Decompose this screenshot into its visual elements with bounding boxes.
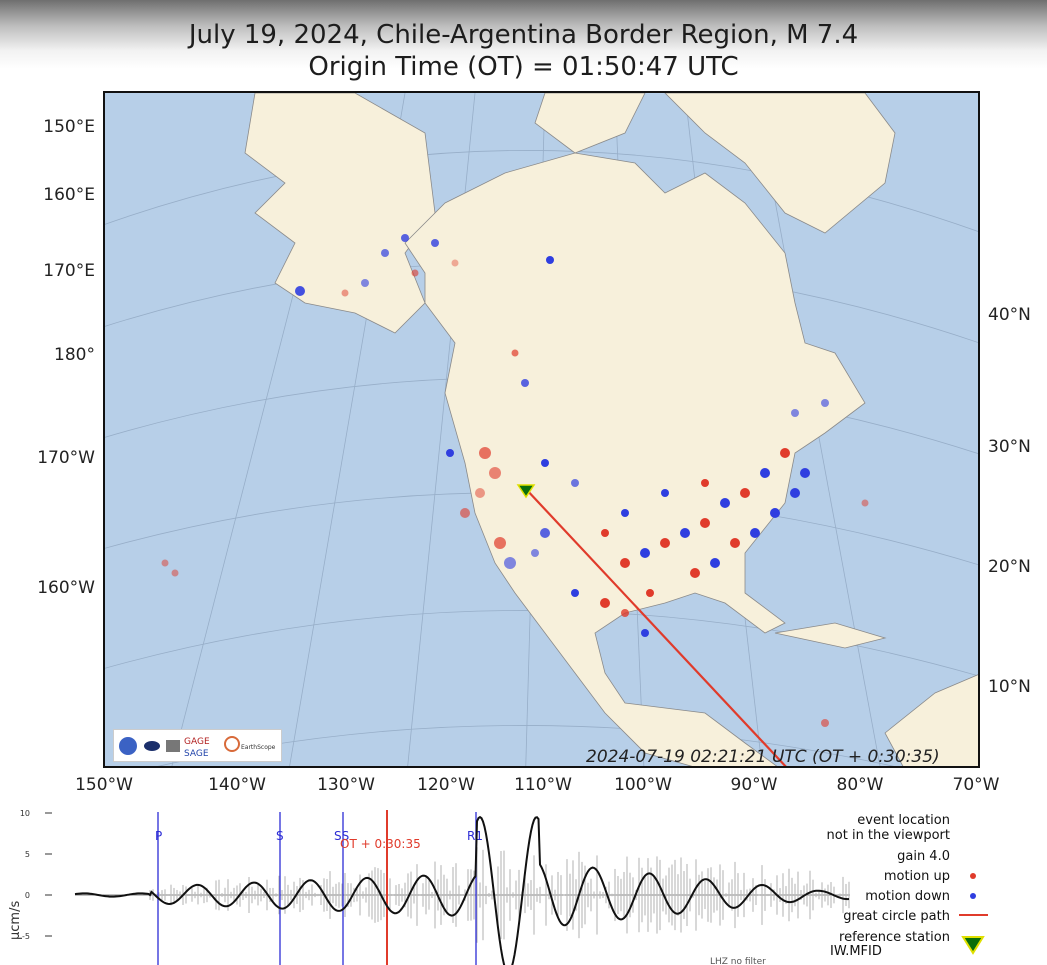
filtered-trace (74, 815, 850, 965)
station-triangle-icon (961, 936, 985, 955)
left-tick-label: 170°W (37, 448, 95, 468)
seismogram: 10 5 0 -5 P S SS R1 OT + 0:30:35 LHZ no … (20, 809, 850, 965)
phase-label: SS (334, 829, 349, 843)
right-tick-label: 10°N (988, 677, 1031, 697)
bottom-tick-label: 70°W (952, 775, 1000, 795)
land-alaska (244, 93, 436, 334)
legend-motion-up: motion up (883, 869, 950, 884)
legend-ref-station: reference station (839, 930, 950, 945)
phase-label: R1 (467, 829, 483, 843)
bottom-tick-label: 140°W (208, 775, 266, 795)
y-tick-label: 5 (25, 850, 30, 859)
map-timestamp: 2024-07-19 02:21:21 UTC (OT + 0:30:35) (586, 747, 940, 767)
left-tick-label: 170°E (43, 261, 95, 281)
figure-subtitle: Origin Time (OT) = 01:50:47 UTC (308, 52, 739, 82)
land (244, 93, 978, 766)
nsf-logo-icon (119, 737, 137, 755)
legend-event-line2: not in the viewport (826, 828, 950, 843)
legend-ref-code: IW.MFID (830, 944, 882, 959)
phase-label: S (276, 829, 284, 843)
earthscope-logo-text: EarthScope (241, 744, 276, 751)
bottom-tick-label: 120°W (417, 775, 475, 795)
right-tick-label: 30°N (988, 437, 1031, 457)
bottom-tick-label: 100°W (614, 775, 672, 795)
land-south-america (884, 674, 978, 766)
bottom-tick-label: 150°W (75, 775, 133, 795)
motion-down-dot-icon (970, 893, 976, 899)
earthscope-logo-icon (224, 736, 240, 752)
great-circle-path (524, 487, 787, 766)
left-tick-label: 150°E (43, 117, 95, 137)
legend-event-line1: event location (857, 813, 950, 828)
station-dots (161, 234, 869, 727)
logos-strip: GAGE SAGE EarthScope (113, 729, 282, 762)
phase-label: P (155, 829, 162, 843)
land-cuba (774, 622, 887, 649)
map-svg (105, 93, 978, 766)
footer-note: LHZ no filter (710, 957, 766, 965)
gage-logo-text: GAGE (184, 737, 210, 747)
current-time-label: OT + 0:30:35 (340, 837, 421, 851)
y-tick-label: -5 (22, 932, 30, 941)
left-tick-label: 160°W (37, 578, 95, 598)
reference-station-marker (516, 484, 536, 499)
y-tick-label: 0 (25, 891, 30, 900)
title-bar-background (0, 0, 1047, 92)
left-tick-label: 180° (54, 345, 95, 365)
y-tick-label: 10 (20, 809, 30, 818)
bottom-tick-label: 80°W (836, 775, 884, 795)
sage-logo-text: SAGE (184, 749, 209, 759)
land-north-america (404, 152, 866, 766)
legend-path: great circle path (843, 909, 950, 924)
bottom-tick-label: 110°W (514, 775, 572, 795)
bottom-tick-label: 130°W (317, 775, 375, 795)
right-tick-label: 20°N (988, 557, 1031, 577)
right-tick-label: 40°N (988, 305, 1031, 325)
bottom-tick-label: 90°W (730, 775, 778, 795)
legend-motion-down: motion down (865, 889, 950, 904)
agency-logo-icon (144, 741, 160, 751)
map-viewport[interactable] (103, 91, 980, 768)
motion-up-dot-icon (970, 873, 976, 879)
left-tick-label: 160°E (43, 185, 95, 205)
usgs-logo-icon (166, 740, 180, 752)
land-greenland (664, 93, 896, 234)
legend-gain: gain 4.0 (897, 849, 950, 864)
y-axis-label: µcm/s (8, 900, 23, 940)
figure-title: July 19, 2024, Chile-Argentina Border Re… (188, 20, 859, 50)
legend-symbols (959, 873, 988, 955)
